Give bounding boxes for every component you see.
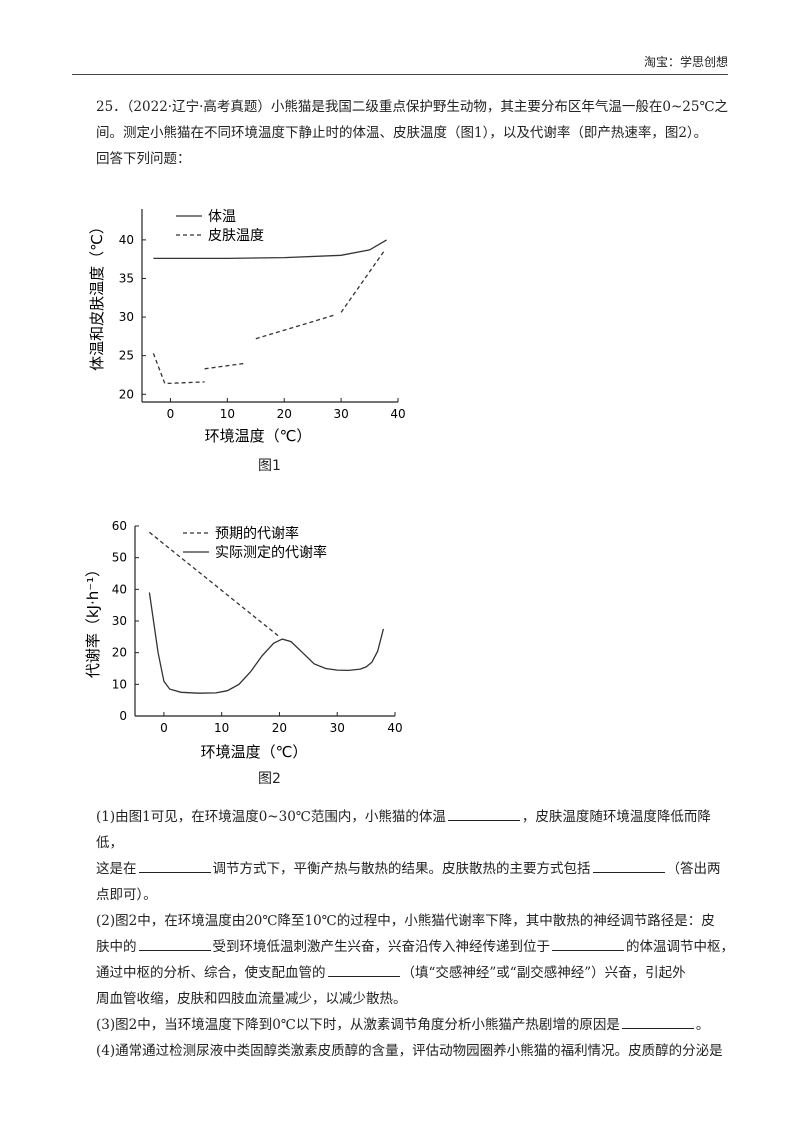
figure2-legend-label: 实际测定的代谢率	[215, 544, 327, 561]
q2-line4: 周血管收缩，皮肤和四肢血流量减少，以减少散热。	[96, 991, 407, 1007]
q1-line2: 这是在 调节方式下，平衡产热与散热的结果。皮肤散热的主要方式包括 （答出两	[96, 856, 736, 882]
figure1-series-line	[340, 251, 385, 313]
figure2-x-tick-label: 0	[160, 721, 168, 735]
answer-blank[interactable]	[621, 1014, 694, 1029]
figure1-y-tick-label: 25	[119, 349, 134, 363]
q3-line1: (3)图2中，当环境温度下降到0℃以下时，从激素调节角度分析小熊猫产热剧增的原因…	[96, 1012, 736, 1038]
q4-line1: (4)通常通过检测尿液中类固醇类激素皮质醇的含量，评估动物园圈养小熊猫的福利情况…	[96, 1043, 723, 1059]
answer-blank[interactable]	[592, 858, 665, 873]
question-line: 25．（2022·辽宁·高考真题）小熊猫是我国二级重点保护野生动物，其主要分布区…	[96, 99, 729, 115]
figure2-caption: 图2	[258, 771, 281, 787]
figure1-x-tick-label: 40	[390, 407, 405, 421]
figure2-chart: 代谢率（kJ·h⁻¹） 环境温度（℃） 0 10 20 30 40 0 10 20 30 40 50…	[84, 519, 403, 761]
figure1-series-line	[255, 314, 336, 340]
figure1-x-axis-label: 环境温度（℃）	[205, 427, 312, 445]
figure1-legend-label: 体温	[208, 209, 236, 225]
figure2-y-tick-label: 40	[112, 582, 127, 596]
figure1-legend-label: 皮肤温度	[208, 228, 264, 244]
figure1-series-line	[153, 239, 387, 260]
figure1-y-axis-label: 体温和皮肤温度（℃）	[88, 219, 106, 371]
question-line: 回答下列问题：	[96, 151, 191, 167]
q1-line1: (1)由图1可见，在环境温度0~30℃范围内，小熊猫的体温 ，皮肤温度随环境温度降…	[96, 804, 736, 856]
header-source-text: 淘宝：学思创想	[643, 55, 728, 69]
figure1-series-line	[152, 353, 205, 385]
figure2-series-line	[148, 592, 385, 694]
figure2-y-tick-label: 60	[112, 519, 127, 533]
figure2-y-axis-label: 代谢率（kJ·h⁻¹）	[84, 562, 102, 678]
answer-blank[interactable]	[327, 962, 400, 977]
question-line: 间。测定小熊猫在不同环境温度下静止时的体温、皮肤温度（图1），以及代谢率（即产热…	[96, 125, 708, 141]
figure1-series-line	[204, 362, 245, 370]
answer-blank[interactable]	[138, 936, 211, 951]
q2-line1: (2)图2中，在环境温度由20℃降至10℃的过程中，小熊猫代谢率下降，其中散热的…	[96, 913, 715, 929]
figure2-x-tick-label: 20	[272, 721, 287, 735]
figure2-x-tick-label: 40	[387, 721, 402, 735]
figure1-x-tick-label: 20	[277, 407, 292, 421]
answer-blank[interactable]	[447, 806, 520, 821]
figure2-x-tick-label: 10	[214, 721, 229, 735]
figure1-y-tick-label: 40	[119, 233, 134, 247]
figure2-y-tick-label: 20	[112, 646, 127, 660]
figure2-y-tick-label: 50	[112, 551, 127, 565]
figure2-x-tick-label: 30	[330, 721, 345, 735]
figure1-x-tick-label: 30	[333, 407, 348, 421]
page-header: 淘宝：学思创想	[72, 52, 728, 75]
question-stem: 25．（2022·辽宁·高考真题）小熊猫是我国二级重点保护野生动物，其主要分布区…	[96, 94, 736, 172]
figure2-y-tick-label: 0	[119, 709, 127, 723]
figure1-chart: 体温和皮肤温度（℃） 环境温度（℃） 0 10 20 30 40 20 25 30 35 40 体温…	[88, 209, 406, 445]
answer-blank[interactable]	[138, 858, 211, 873]
figure1-y-tick-label: 20	[119, 387, 134, 401]
q2-line2: 肤中的 受到环境低温刺激产生兴奋，兴奋沿传入神经传递到位于 的体温调节中枢，	[96, 934, 736, 960]
figure1-x-tick-label: 10	[220, 407, 235, 421]
figure1-caption: 图1	[258, 458, 281, 474]
q2-line3: 通过中枢的分析、综合，使支配血管的 （填“交感神经”或“副交感神经”）兴奋，引起外	[96, 960, 736, 986]
figure2-y-tick-label: 30	[112, 614, 127, 628]
figure1-y-tick-label: 30	[119, 310, 134, 324]
figure1-x-tick-label: 0	[167, 407, 175, 421]
figure2-x-axis-label: 环境温度（℃）	[201, 743, 308, 761]
figure2-legend-label: 预期的代谢率	[215, 525, 299, 542]
q1-line3: 点即可）。	[96, 887, 157, 903]
answer-blank[interactable]	[552, 936, 624, 951]
figure1-y-tick-label: 35	[119, 271, 134, 285]
subquestions: (1)由图1可见，在环境温度0~30℃范围内，小熊猫的体温 ，皮肤温度随环境温度降…	[96, 804, 736, 1064]
figure2-y-tick-label: 10	[112, 677, 127, 691]
